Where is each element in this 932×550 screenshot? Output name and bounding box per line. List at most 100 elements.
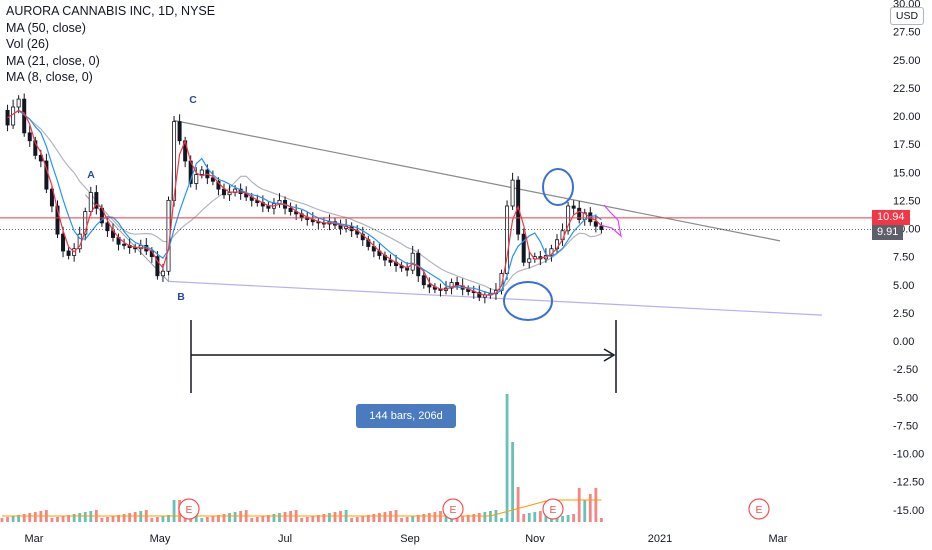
earnings-event-label: E xyxy=(185,504,192,516)
volume-bar xyxy=(205,517,209,522)
volume-bar xyxy=(472,514,476,522)
y-tick-label: -7.50 xyxy=(893,420,918,432)
earnings-event-icon xyxy=(178,498,200,520)
volume-bar xyxy=(250,518,254,522)
pink-pattern xyxy=(599,204,622,238)
ma8-path xyxy=(7,109,602,296)
highlight-circle-top xyxy=(542,168,574,206)
ma50-path xyxy=(23,114,602,291)
volume-bar xyxy=(33,512,37,522)
volume-bar xyxy=(316,515,320,522)
volume-bar xyxy=(450,518,453,522)
candle-body xyxy=(521,233,526,263)
candle-body xyxy=(510,179,515,207)
candle-body xyxy=(177,121,182,142)
candle-body xyxy=(527,258,532,263)
volume-bar xyxy=(433,512,437,522)
volume-bar xyxy=(278,513,281,522)
candle-body xyxy=(505,205,510,274)
legend: AURORA CANNABIS INC, 1D, NYSE MA (50, cl… xyxy=(6,3,215,86)
volume-bar xyxy=(550,518,553,522)
volume-bar xyxy=(411,516,415,522)
volume-bar xyxy=(217,515,220,522)
candle-body xyxy=(66,250,71,256)
x-tick-label: Mar xyxy=(25,533,44,545)
y-tick-label: 5.00 xyxy=(893,280,914,292)
y-tick-label: 17.50 xyxy=(893,139,921,151)
y-tick-label: 27.50 xyxy=(893,27,921,39)
volume-bar xyxy=(56,517,59,522)
candle-body xyxy=(94,192,99,209)
candle-body xyxy=(571,205,576,209)
candle-body xyxy=(199,169,204,175)
volume-bar xyxy=(11,516,15,522)
volume-bar xyxy=(83,512,87,522)
y-tick-label: 12.50 xyxy=(893,195,921,207)
candle-body xyxy=(266,205,271,209)
volume-bar xyxy=(577,488,581,522)
volume-bar xyxy=(500,518,503,522)
volume-bar xyxy=(322,514,326,522)
wave-label-a: A xyxy=(87,169,95,181)
volume-bar xyxy=(72,514,76,522)
volume-bar xyxy=(427,513,431,522)
overlays: A B C xyxy=(0,94,872,393)
y-tick-label: 15.00 xyxy=(893,167,921,179)
volume-bar xyxy=(405,517,409,522)
volume-bar xyxy=(233,512,237,522)
volume-bar xyxy=(361,516,365,522)
x-tick-label: Sep xyxy=(400,533,420,545)
candle-body xyxy=(83,211,88,235)
volume-bar xyxy=(583,500,587,522)
volume-bar xyxy=(572,514,576,522)
legend-ma8: MA (8, close, 0) xyxy=(6,70,93,84)
volume-bar xyxy=(355,517,359,522)
y-tick-label: 25.00 xyxy=(893,55,921,67)
candle-body xyxy=(55,205,60,235)
candle-body xyxy=(416,252,421,277)
volume-bar xyxy=(22,514,26,522)
volume-bars xyxy=(0,394,603,522)
volume-bar xyxy=(150,518,154,522)
volume-bar xyxy=(483,512,487,522)
volume-bar xyxy=(461,516,465,522)
candle-body xyxy=(227,192,232,196)
volume-bar xyxy=(106,517,109,522)
volume-bar xyxy=(156,517,159,522)
legend-title: AURORA CANNABIS INC, 1D, NYSE xyxy=(6,4,216,18)
volume-bar xyxy=(122,514,126,522)
volume-bar xyxy=(455,517,459,522)
volume-bar xyxy=(272,514,276,522)
volume-bar xyxy=(527,513,531,522)
volume-bar xyxy=(350,518,354,522)
volume-bar xyxy=(416,515,420,522)
candle-body xyxy=(599,225,604,230)
volume-bar xyxy=(555,517,559,522)
x-tick-label: 2021 xyxy=(648,533,672,545)
y-axis: 30.00 27.50 25.00 22.50 20.00 17.50 15.00 12.50… xyxy=(893,0,924,517)
volume-bar xyxy=(172,500,176,522)
volume-bar xyxy=(594,488,598,522)
x-tick-label: Jul xyxy=(278,533,292,545)
earnings-event-label: E xyxy=(549,504,556,516)
candle-body xyxy=(155,256,160,277)
wave-label-c: C xyxy=(189,94,197,106)
earnings-event-icon xyxy=(442,498,464,520)
candle-body xyxy=(16,98,21,108)
earnings-event-icon xyxy=(542,498,564,520)
volume-bar xyxy=(366,515,370,522)
volume-bar xyxy=(211,516,215,522)
volume-bar xyxy=(600,518,603,522)
ma50-line xyxy=(23,114,602,291)
currency-button[interactable]: USD xyxy=(890,7,924,25)
volume-bar xyxy=(6,517,9,522)
volume-bar xyxy=(78,513,82,522)
volume-bar xyxy=(588,494,592,522)
candle-body xyxy=(49,188,54,207)
y-tick-label: 7.50 xyxy=(893,252,914,264)
candle-body xyxy=(27,132,32,142)
ma21-line xyxy=(12,109,602,295)
volume-ma-line xyxy=(2,499,602,517)
volume-bar xyxy=(328,513,331,522)
